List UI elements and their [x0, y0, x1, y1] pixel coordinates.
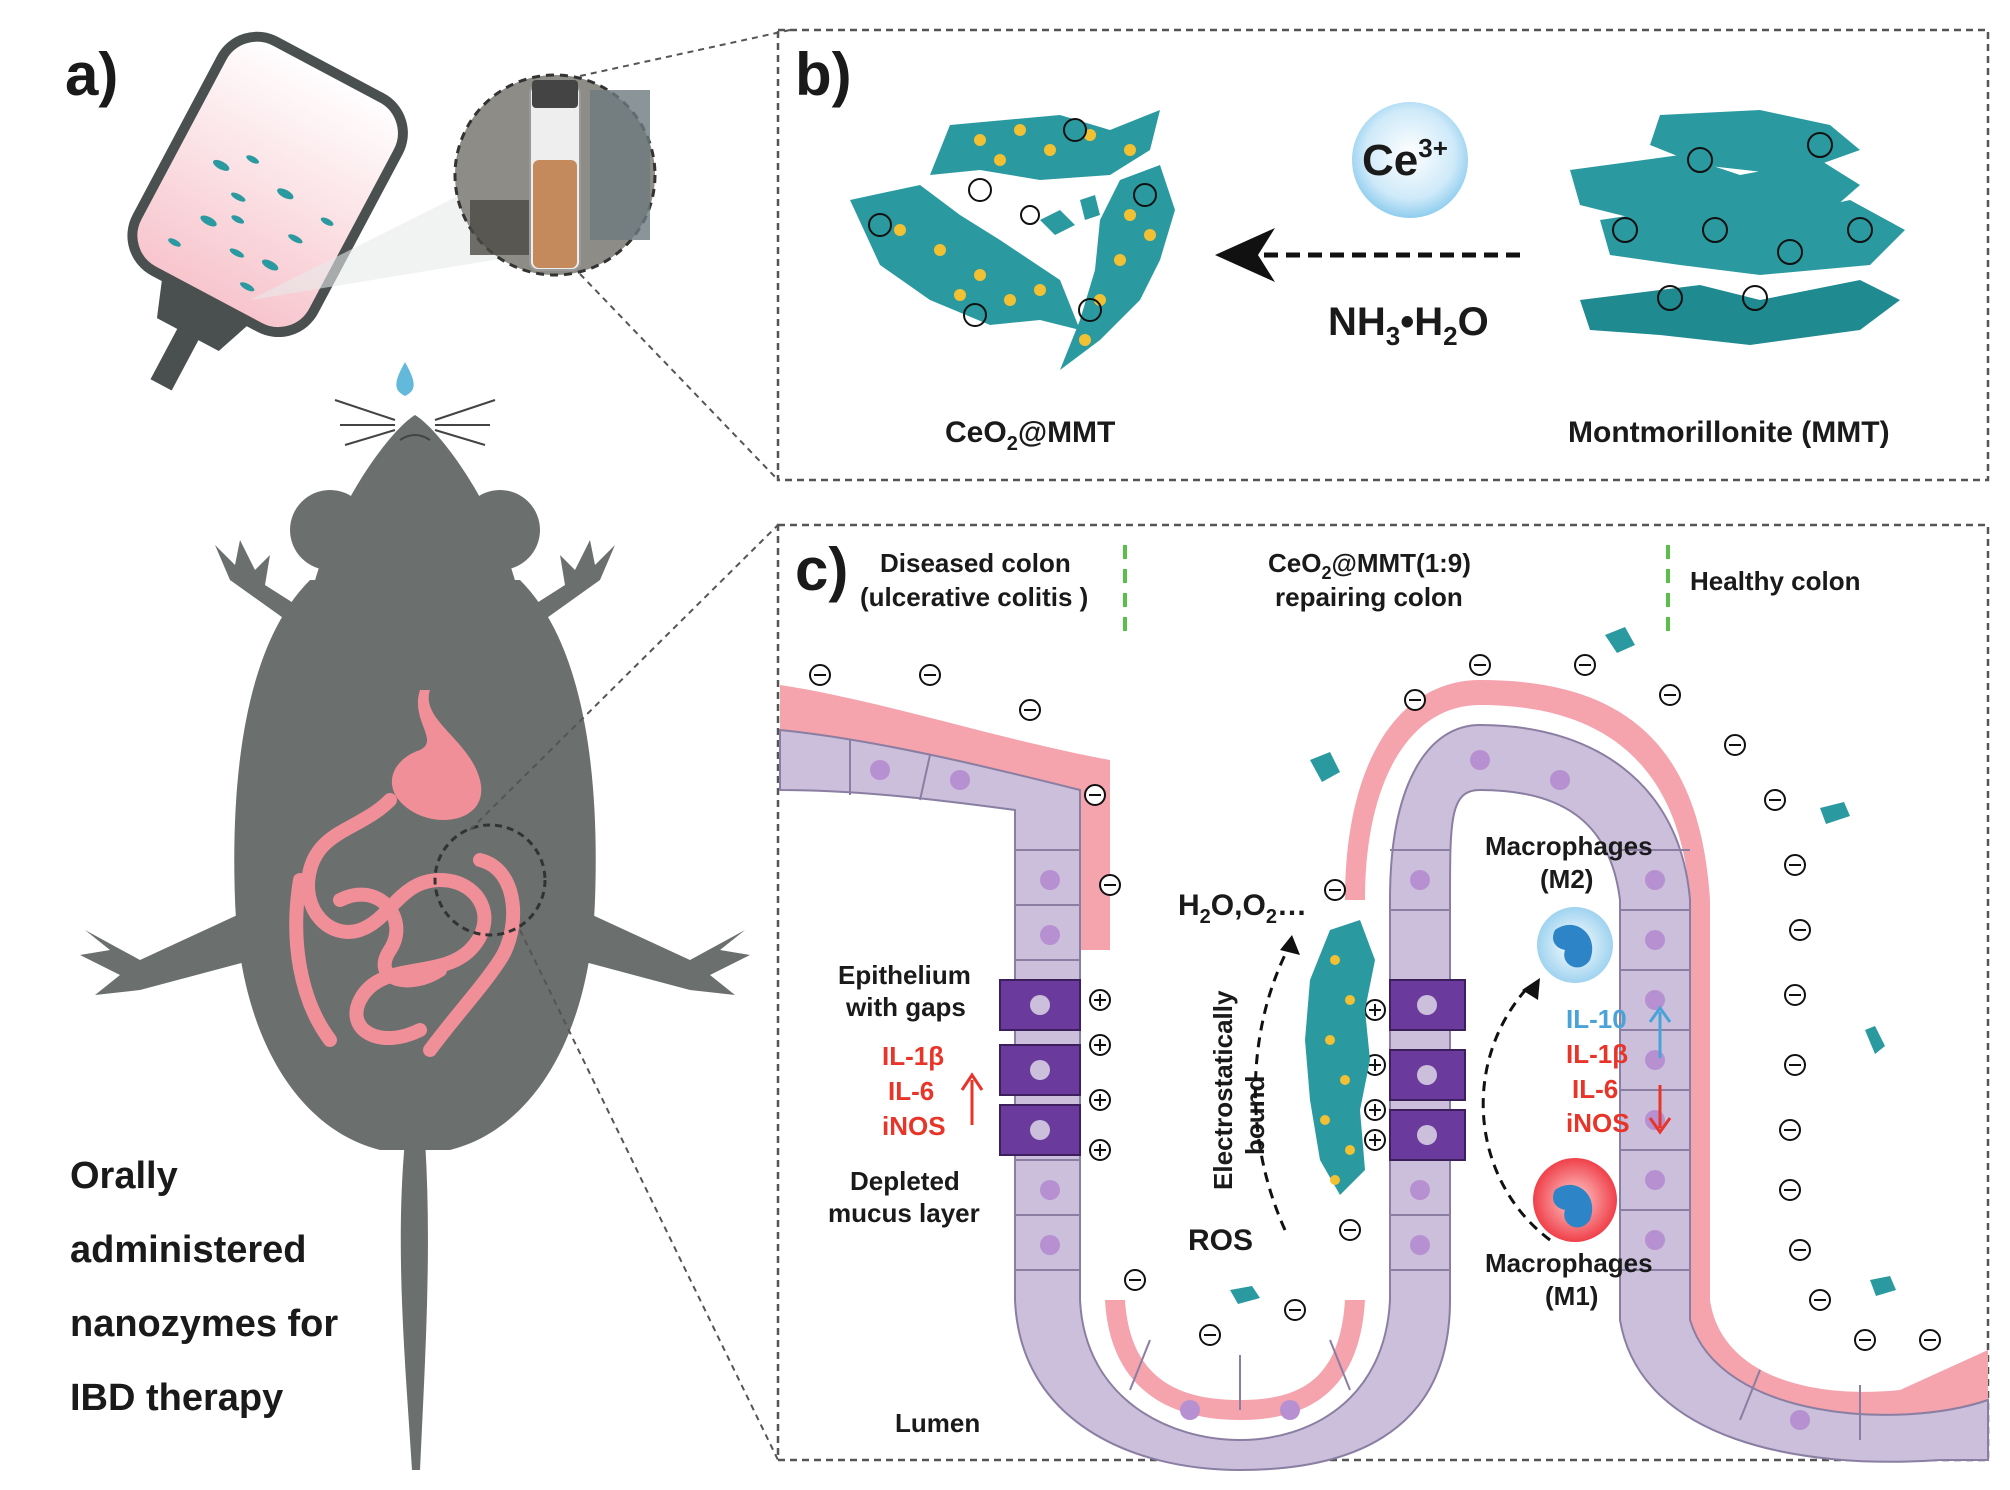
macrophage-m2-icon	[1537, 907, 1613, 983]
panel-b: b)	[776, 28, 1990, 482]
dropper-bottle-icon	[127, 31, 408, 391]
m2-l2: (M2)	[1540, 864, 1593, 894]
m1-l2: (M1)	[1545, 1281, 1598, 1311]
m2-l1: Macrophages	[1485, 831, 1653, 861]
whiskers	[334, 399, 496, 446]
depleted-l2: mucus layer	[828, 1198, 980, 1228]
cytokine-down-3: iNOS	[1566, 1108, 1630, 1138]
polarization-arrow	[1481, 983, 1551, 1242]
caption-line-1: Orally	[70, 1155, 178, 1197]
panel-a-caption: Orally administered nanozymes for IBD th…	[70, 1155, 338, 1419]
epithelium-l2: with gaps	[845, 992, 966, 1022]
stomach-icon	[391, 690, 482, 820]
up-arrow-red	[960, 1072, 984, 1125]
mouse-illustration	[80, 415, 750, 1470]
ceo2-mmt-cluster	[850, 110, 1175, 370]
mmt-sheets	[1570, 110, 1905, 345]
intestine-icon	[289, 793, 521, 1057]
ros-arrow	[1253, 944, 1292, 1231]
cytokine-down-1: IL-1β	[1566, 1039, 1628, 1069]
panel-b-border	[776, 28, 1990, 482]
vial-photo	[250, 73, 657, 300]
m1-l1: Macrophages	[1485, 1248, 1653, 1278]
zoom-line-b-top	[579, 29, 791, 77]
reagent-label: NH3•H2O	[1328, 300, 1489, 351]
ce-ion-label: Ce3+	[1362, 133, 1448, 185]
cytokine-up-1: IL-1β	[882, 1041, 944, 1071]
product-label: CeO2@MMT	[945, 416, 1115, 455]
caption-line-2: administered	[70, 1229, 307, 1271]
floating-nanozymes	[1230, 627, 1896, 1304]
electro-label: Electrostatically bound	[1208, 990, 1270, 1190]
synthesis-arrow	[1215, 228, 1520, 282]
droplet-icon	[396, 362, 414, 396]
lumen-label: Lumen	[895, 1408, 980, 1438]
zoom-line-b-bottom	[579, 273, 779, 481]
caption-line-4: IBD therapy	[70, 1377, 283, 1419]
ce3-ion-icon: Ce3+	[1352, 102, 1468, 218]
zone-repair-l1: CeO2@MMT(1:9)	[1268, 548, 1471, 583]
panel-b-label: b)	[795, 41, 852, 108]
cytokine-up-3: iNOS	[882, 1111, 946, 1141]
cytokine-down-2: IL-6	[1572, 1074, 1618, 1104]
up-arrow-blue	[1648, 1005, 1672, 1058]
panel-c-border	[776, 523, 1990, 1462]
electro-l1: Electrostatically	[1208, 990, 1238, 1190]
electro-l2: bound	[1240, 1076, 1270, 1155]
panel-a: a)	[65, 29, 791, 1470]
panel-c-label: c)	[795, 536, 848, 603]
zoom-circle	[433, 823, 547, 937]
panel-a-label: a)	[65, 41, 118, 108]
source-label: Montmorillonite (MMT)	[1568, 416, 1890, 449]
colon-tissue	[779, 627, 1989, 1472]
macrophage-m1-icon	[1533, 1158, 1617, 1242]
zone-diseased-l1: Diseased colon	[880, 548, 1071, 578]
zone-diseased-l2: (ulcerative colitis )	[860, 582, 1088, 612]
il10-label: IL-10	[1566, 1004, 1627, 1034]
bound-nanozyme	[1305, 920, 1375, 1195]
panel-c: c) Diseased colon (ulcerative colitis ) …	[776, 523, 1990, 1472]
down-arrow-red	[1648, 1085, 1672, 1135]
zone-repair-l2: repairing colon	[1275, 582, 1463, 612]
depleted-l1: Depleted	[850, 1166, 960, 1196]
caption-line-3: nanozymes for	[70, 1303, 338, 1345]
reaction-products: H2O,O2…	[1178, 889, 1307, 928]
zone-healthy: Healthy colon	[1690, 566, 1860, 596]
ros-label: ROS	[1188, 1224, 1253, 1257]
zoom-line-c-bottom	[519, 929, 779, 1461]
epithelium-l1: Epithelium	[838, 960, 971, 990]
cytokine-up-2: IL-6	[888, 1076, 934, 1106]
